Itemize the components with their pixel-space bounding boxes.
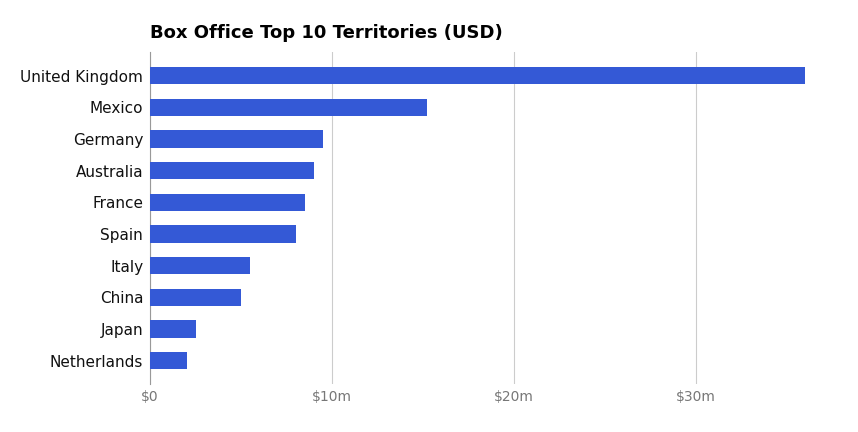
Bar	[150, 320, 196, 338]
Bar	[150, 130, 323, 148]
Text: Box Office Top 10 Territories (USD): Box Office Top 10 Territories (USD)	[150, 24, 503, 42]
Bar	[150, 67, 805, 84]
Bar	[150, 352, 186, 369]
Bar	[150, 257, 251, 274]
Bar	[150, 289, 241, 306]
Bar	[150, 98, 426, 116]
Bar	[150, 194, 305, 211]
Bar	[150, 225, 296, 243]
Bar	[150, 162, 314, 179]
